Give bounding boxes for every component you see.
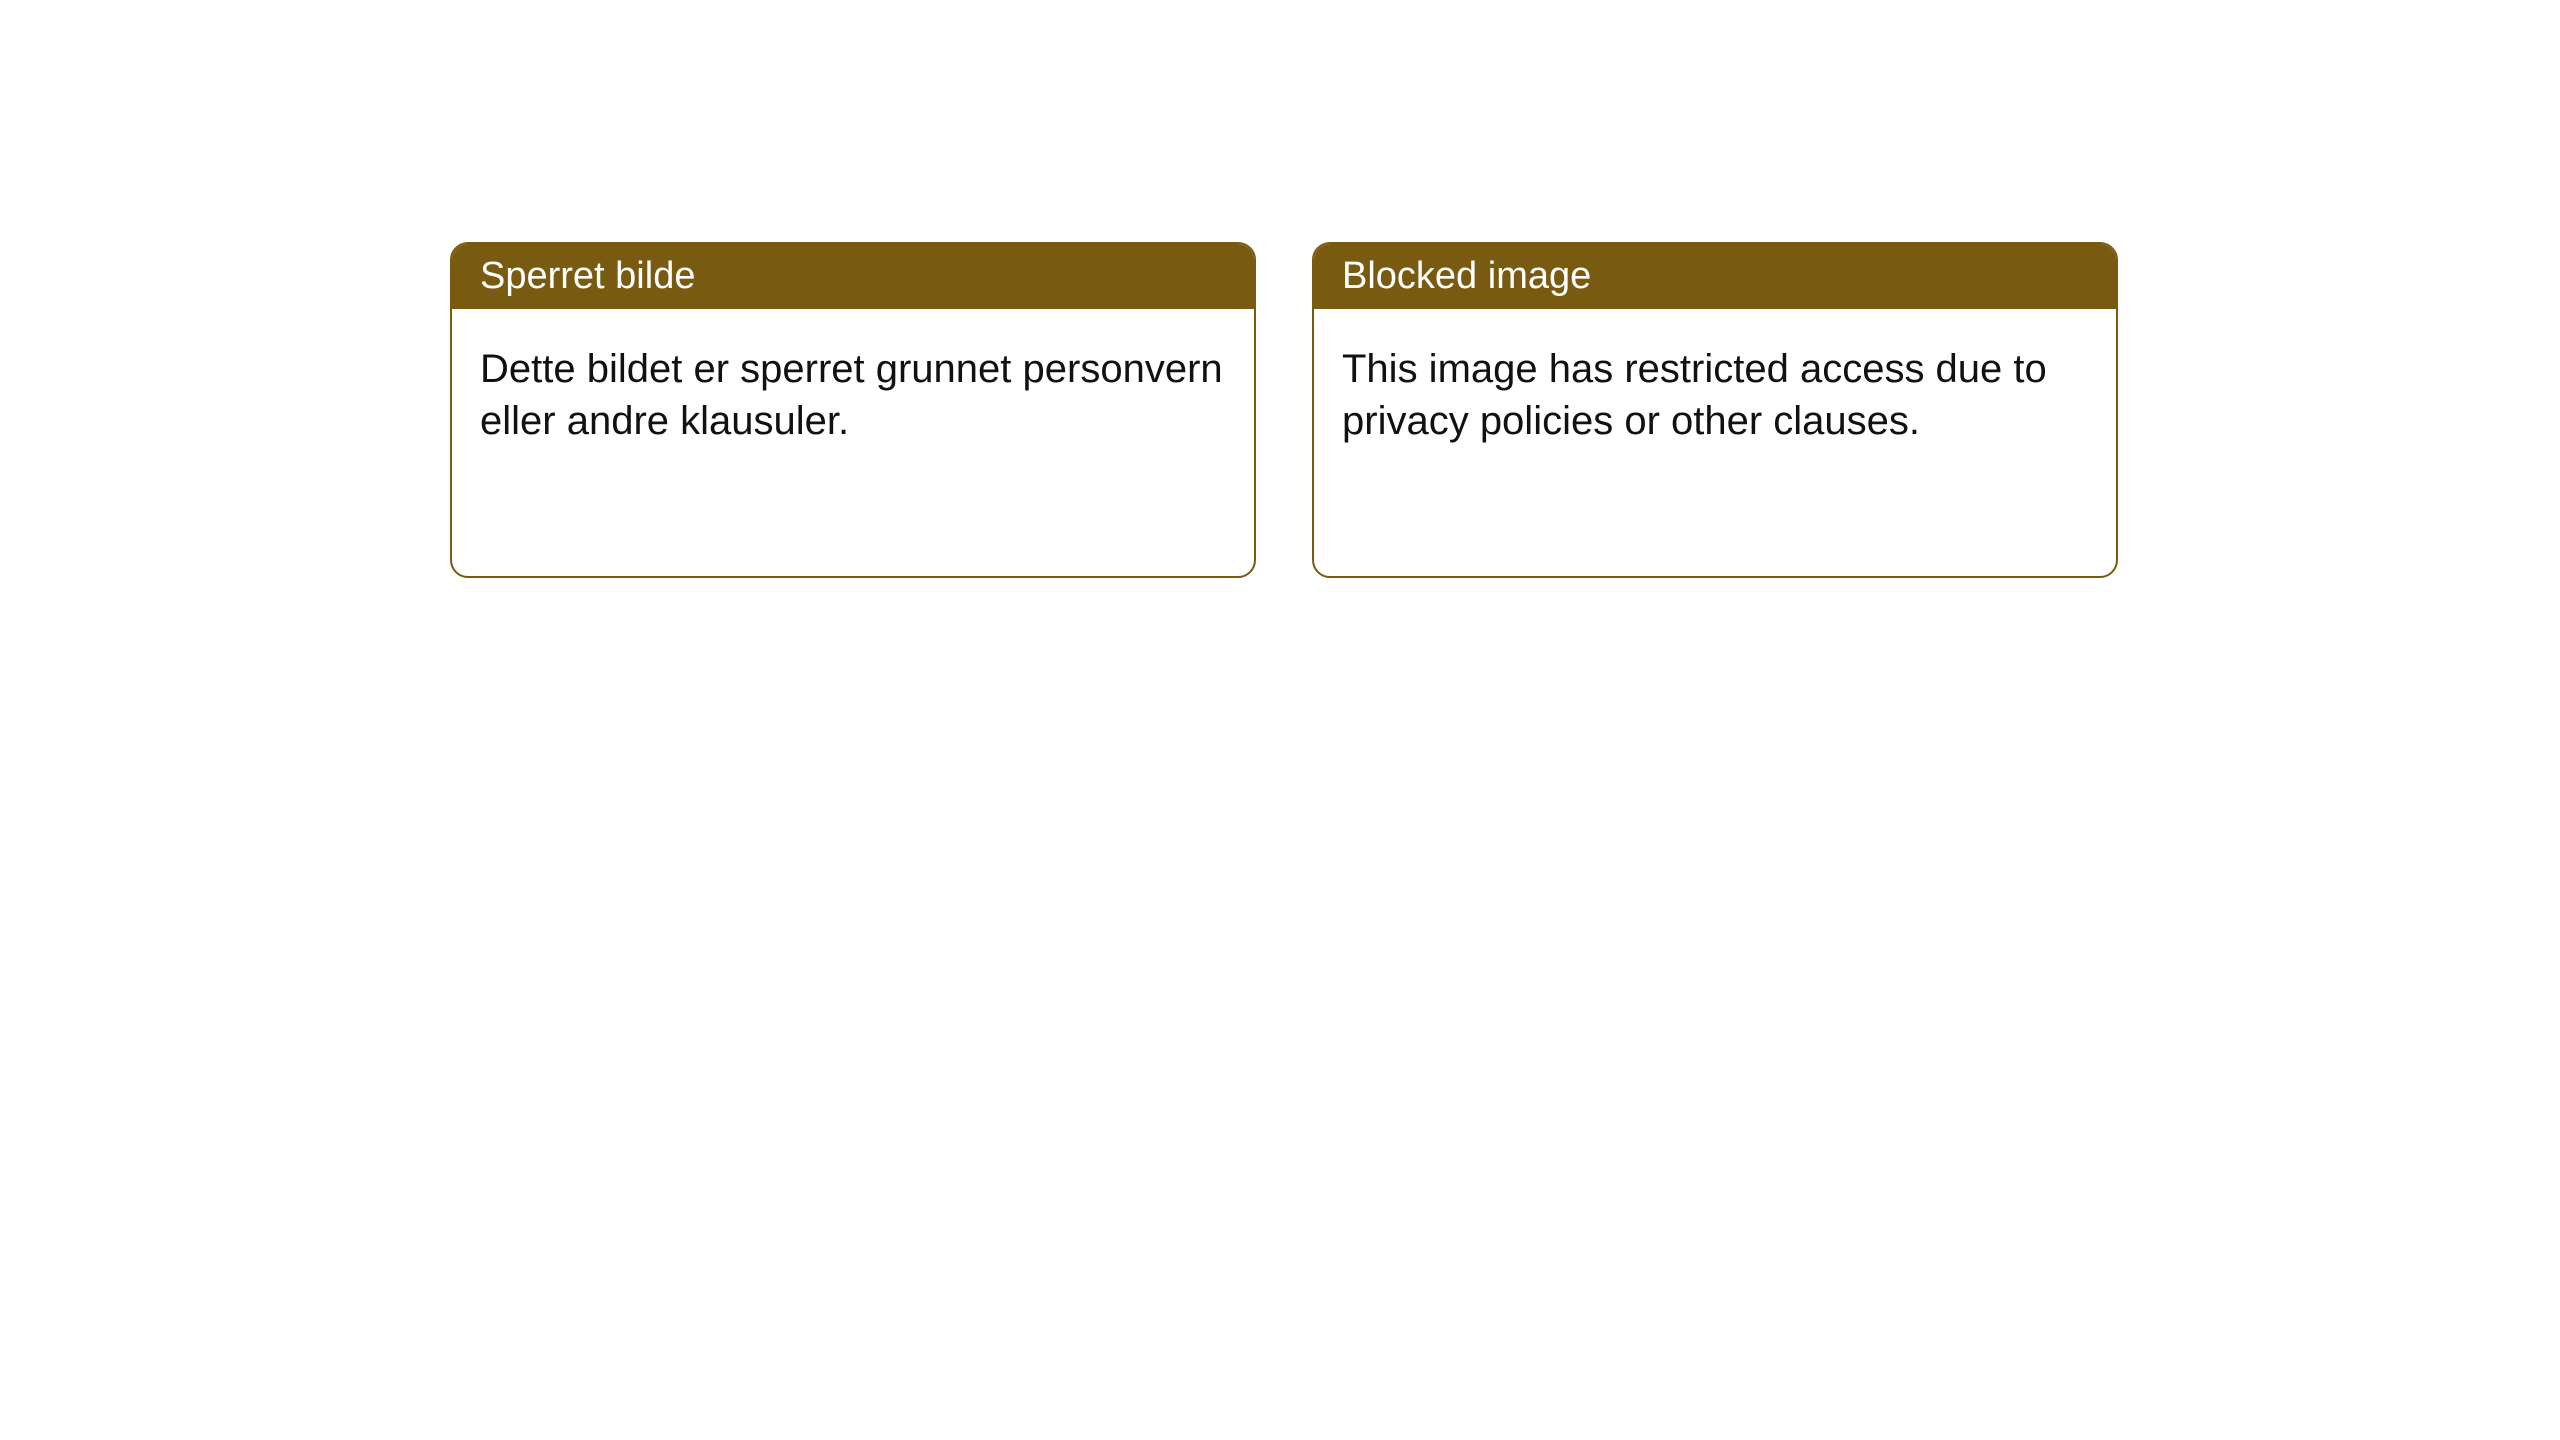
notice-body: This image has restricted access due to … — [1314, 309, 2116, 481]
notice-title: Sperret bilde — [452, 244, 1254, 309]
notice-body: Dette bildet er sperret grunnet personve… — [452, 309, 1254, 481]
notice-container: Sperret bilde Dette bildet er sperret gr… — [0, 0, 2560, 578]
notice-title: Blocked image — [1314, 244, 2116, 309]
notice-box-english: Blocked image This image has restricted … — [1312, 242, 2118, 578]
notice-box-norwegian: Sperret bilde Dette bildet er sperret gr… — [450, 242, 1256, 578]
